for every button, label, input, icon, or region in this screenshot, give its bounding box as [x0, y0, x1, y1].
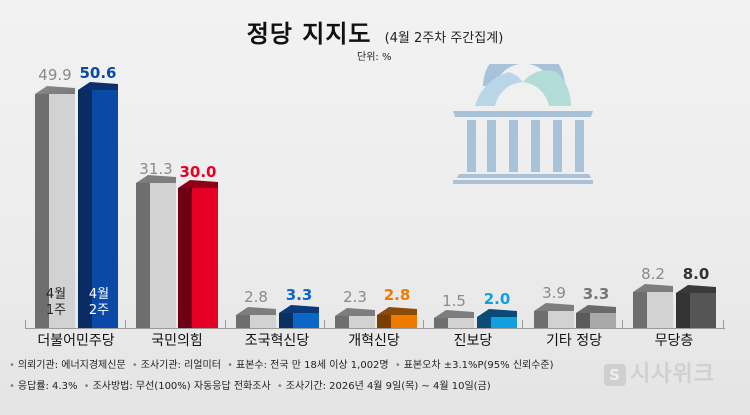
- value-label-rebuild-prev: 2.8: [244, 288, 268, 306]
- legend-week2-line2: 2주: [88, 303, 110, 318]
- bar-rebuild-prev: [236, 307, 276, 328]
- title-main: 정당 지지도: [246, 20, 372, 48]
- axis-tick: [125, 320, 126, 328]
- chart-title: 정당 지지도 (4월 2주차 주간집계): [0, 14, 750, 49]
- bar-reform-cur: [377, 307, 417, 328]
- legend-week2: 4월 2주: [79, 287, 119, 319]
- axis-tick: [25, 320, 26, 328]
- bar-ppp-cur: [178, 180, 218, 328]
- legend-week1-line1: 4월: [45, 287, 67, 302]
- capitol-building-icon: [453, 64, 593, 184]
- value-label-independent-prev: 8.2: [641, 265, 665, 283]
- bar-progressive-cur: [477, 309, 517, 328]
- value-label-progressive-cur: 2.0: [483, 290, 511, 308]
- value-label-others-cur: 3.3: [582, 285, 610, 303]
- bar-chart: 49.9 50.6 4월 1주 4월 2주 더불어민주당 31.3 30.0 국…: [25, 64, 725, 349]
- title-subtitle: (4월 2주차 주간집계): [384, 31, 504, 46]
- value-label-dpk-cur: 50.6: [79, 64, 117, 82]
- value-label-rebuild-cur: 3.3: [285, 286, 313, 304]
- note-sample: 표본수: 전국 만 18세 이상 1,002명: [236, 360, 389, 371]
- note-client: 의뢰기관: 에너지경제신문: [17, 360, 126, 371]
- notes-line-2: • 응답률: 4.3% • 조사방법: 무선(100%) 자동응답 전화조사 • 조사…: [9, 381, 491, 392]
- notes-line-1: • 의뢰기관: 에너지경제신문 • 조사기관: 리얼미터 • 표본수: 전국 만 18…: [9, 360, 554, 371]
- bar-others-prev: [534, 303, 574, 328]
- axis-tick: [622, 320, 623, 328]
- category-label-dpk: 더불어민주당: [37, 333, 115, 349]
- value-label-progressive-prev: 1.5: [442, 292, 466, 310]
- category-label-reform: 개혁신당: [348, 333, 400, 349]
- note-margin: 표본오차 ±3.1%P(95% 신뢰수준): [403, 360, 554, 371]
- category-label-ppp: 국민의힘: [151, 333, 203, 349]
- survey-notes: • 의뢰기관: 에너지경제신문 • 조사기관: 리얼미터 • 표본수: 전국 만 18…: [6, 355, 554, 397]
- bar-reform-prev: [335, 308, 375, 328]
- category-label-independent: 무당층: [654, 333, 694, 349]
- axis-tick: [723, 320, 724, 328]
- sisaweek-logo-icon: S: [604, 364, 626, 386]
- unit-label: 단위: %: [357, 52, 392, 63]
- bar-dpk-cur: [78, 82, 118, 328]
- axis-tick: [423, 320, 424, 328]
- note-response-rate: 응답률: 4.3%: [17, 381, 78, 392]
- category-label-others: 기타 정당: [546, 333, 602, 349]
- value-label-others-prev: 3.9: [542, 284, 566, 302]
- bar-dpk-prev: [35, 86, 75, 328]
- watermark-text: 시사위크: [630, 362, 715, 387]
- axis-tick: [324, 320, 325, 328]
- value-label-ppp-cur: 30.0: [179, 163, 217, 181]
- legend-week1: 4월 1주: [36, 287, 76, 319]
- bar-ppp-prev: [136, 175, 176, 328]
- bar-independent-cur: [676, 285, 716, 328]
- axis-tick: [225, 320, 226, 328]
- note-agency: 조사기관: 리얼미터: [140, 360, 221, 371]
- bar-others-cur: [576, 305, 616, 328]
- watermark-logo: S 시사위크: [604, 356, 715, 388]
- value-label-reform-cur: 2.8: [383, 286, 411, 304]
- note-period: 조사기간: 2026년 4월 9일(목) ~ 4월 10일(금): [285, 381, 491, 392]
- value-label-reform-prev: 2.3: [343, 288, 367, 306]
- legend-week1-line2: 1주: [45, 303, 67, 318]
- category-label-rebuild: 조국혁신당: [244, 333, 310, 349]
- category-label-progressive: 진보당: [453, 333, 493, 349]
- legend-week2-line1: 4월: [88, 287, 110, 302]
- value-label-dpk-prev: 49.9: [38, 66, 72, 84]
- note-method: 조사방법: 무선(100%) 자동응답 전화조사: [92, 381, 271, 392]
- value-label-ppp-prev: 31.3: [139, 160, 173, 178]
- x-axis-baseline: [25, 328, 725, 329]
- bar-rebuild-cur: [279, 305, 319, 328]
- bar-progressive-prev: [434, 310, 474, 328]
- axis-tick: [522, 320, 523, 328]
- bar-independent-prev: [633, 284, 673, 328]
- value-label-independent-cur: 8.0: [682, 265, 710, 283]
